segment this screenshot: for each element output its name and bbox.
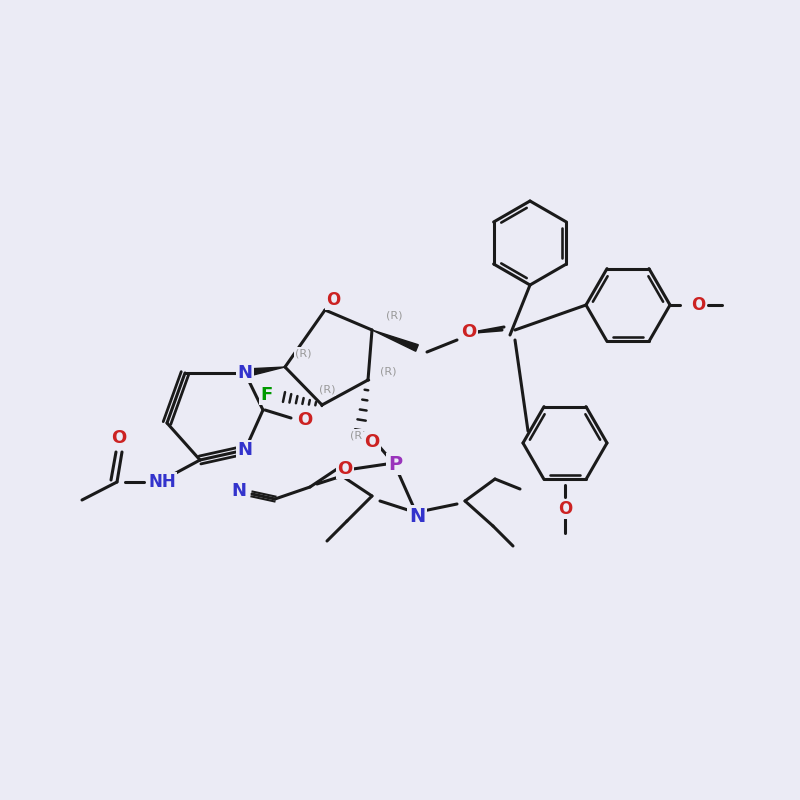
Text: P: P: [388, 454, 402, 474]
Text: F: F: [261, 386, 273, 404]
Text: (R): (R): [350, 430, 366, 440]
Text: N: N: [231, 482, 246, 500]
Polygon shape: [372, 330, 418, 351]
Text: N: N: [238, 441, 253, 459]
Text: O: O: [111, 429, 126, 447]
Text: O: O: [558, 500, 572, 518]
Text: O: O: [338, 460, 353, 478]
Text: O: O: [298, 411, 313, 429]
Polygon shape: [245, 367, 285, 377]
Text: (R): (R): [294, 348, 311, 358]
Text: O: O: [326, 291, 340, 309]
Text: NH: NH: [148, 473, 176, 491]
Text: O: O: [364, 433, 380, 451]
Text: (R): (R): [318, 385, 335, 395]
Text: (R): (R): [386, 310, 402, 320]
Text: (R): (R): [380, 367, 396, 377]
Text: O: O: [462, 323, 477, 341]
Text: N: N: [238, 364, 253, 382]
Text: O: O: [691, 296, 705, 314]
Text: N: N: [409, 506, 425, 526]
